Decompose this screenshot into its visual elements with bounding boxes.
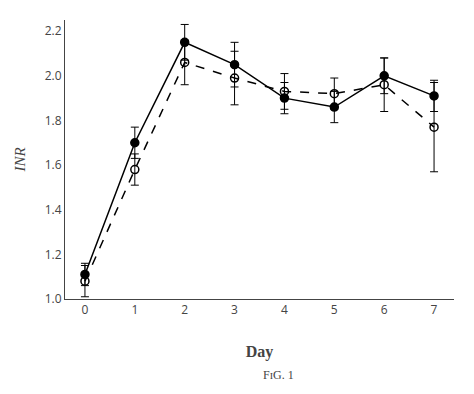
svg-text:1.8: 1.8	[45, 112, 62, 129]
svg-text:1.0: 1.0	[45, 290, 62, 307]
svg-text:3: 3	[231, 301, 238, 318]
svg-text:Day: Day	[246, 343, 274, 361]
svg-text:1.4: 1.4	[45, 201, 62, 218]
svg-text:5: 5	[331, 301, 338, 318]
svg-text:1.6: 1.6	[45, 156, 62, 173]
svg-text:1.2: 1.2	[45, 246, 62, 263]
svg-text:2.2: 2.2	[45, 22, 62, 39]
svg-text:1: 1	[131, 301, 138, 318]
svg-text:FɪG. 1: FɪG. 1	[263, 368, 294, 382]
svg-text:7: 7	[431, 301, 438, 318]
svg-text:2.0: 2.0	[45, 67, 62, 84]
svg-text:2: 2	[181, 301, 188, 318]
svg-text:INR: INR	[12, 147, 28, 172]
svg-text:6: 6	[381, 301, 388, 318]
svg-text:0: 0	[82, 301, 89, 318]
svg-text:4: 4	[281, 301, 288, 318]
